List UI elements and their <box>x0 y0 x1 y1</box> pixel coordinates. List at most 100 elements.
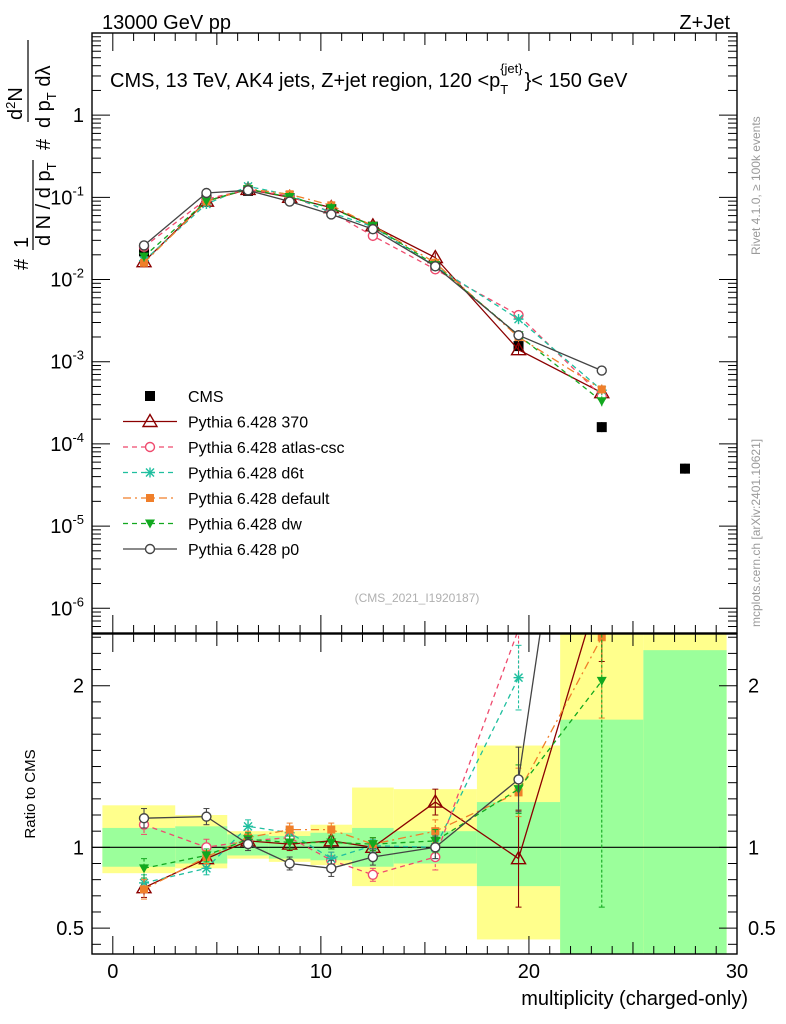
data-point <box>242 185 254 196</box>
legend-marker-d6t <box>145 467 155 478</box>
ratio-point <box>201 863 212 874</box>
data-point <box>596 397 607 407</box>
ratio-ylabel: Ratio to CMS <box>22 749 39 838</box>
data-point <box>596 365 607 376</box>
ratio-point <box>513 672 524 683</box>
ratio-point <box>430 842 441 853</box>
data-point <box>139 252 150 262</box>
legend: CMS Pythia 6.428 370 Pythia 6.428 atlas-cs… <box>123 389 345 559</box>
series-line-atlas <box>143 188 603 397</box>
series-line-p0 <box>143 189 603 372</box>
watermark: (CMS_2021_I1920187) <box>355 591 480 605</box>
legend-label-default: Pythia 6.428 default <box>188 491 330 508</box>
ratio-series-d6t <box>139 644 524 892</box>
ratio-point <box>242 838 254 850</box>
y-tick-label: 2 <box>73 676 84 698</box>
data-point <box>284 196 295 207</box>
legend-marker-default <box>146 494 154 502</box>
data-point <box>510 341 527 356</box>
svg-text:d pT dλ: d pT dλ <box>33 66 59 128</box>
y-tick-label: 10-5 <box>50 512 84 538</box>
ratio-bands <box>92 634 737 954</box>
ratio-point <box>326 863 337 874</box>
header-right: Z+Jet <box>679 12 730 34</box>
y-tick-label: 1 <box>73 837 84 859</box>
ratio-point <box>327 825 336 834</box>
data-point <box>679 463 690 474</box>
x-tick-label: 0 <box>107 961 118 983</box>
ratio-point <box>138 813 150 824</box>
legend-marker-p370 <box>141 413 159 428</box>
top-axis-ticks: 1 10-1 10-2 10-3 10-4 10-5 10-6 <box>50 32 738 634</box>
mcplots-label: mcplots.cern.ch [arXiv:2401.10621] <box>749 439 763 627</box>
y-tick-label: 1 <box>73 105 84 127</box>
legend-marker-dw <box>145 519 155 529</box>
series-dw <box>139 184 607 407</box>
legend-label-p0: Pythia 6.428 p0 <box>188 542 299 559</box>
ratio-point <box>595 574 609 586</box>
data-point <box>513 330 524 341</box>
data-point <box>513 314 524 325</box>
ratio-line-atlas <box>143 634 518 876</box>
rivet-label: Rivet 4.1.0, ≥ 100k events <box>749 116 763 255</box>
ratio-panel-series <box>135 213 609 908</box>
ratio-point <box>326 838 337 848</box>
ratio-point <box>367 869 379 881</box>
legend-label-atlas: Pythia 6.428 atlas-csc <box>188 440 345 457</box>
ratio-point <box>597 634 606 642</box>
series-p0 <box>138 185 607 376</box>
ratio-point <box>140 885 149 894</box>
y-tick-label-right: 1 <box>748 837 759 859</box>
data-point <box>430 261 441 272</box>
y-tick-label-right: 2 <box>748 676 759 698</box>
ratio-point <box>285 825 294 834</box>
data-point <box>140 258 149 267</box>
svg-text:d2N: d2N <box>3 87 27 120</box>
data-point <box>201 187 212 199</box>
series-d6t <box>139 181 607 396</box>
ratio-point <box>597 213 606 222</box>
series-p370 <box>135 181 610 399</box>
data-point <box>367 223 379 235</box>
ratio-line-d6t <box>143 677 520 884</box>
y-tick-label: 0.5 <box>56 918 84 940</box>
series-default <box>140 183 606 395</box>
legend-label-p370: Pythia 6.428 370 <box>188 415 308 432</box>
legend-marker-atlas <box>144 441 156 453</box>
x-axis-label: multiplicity (charged-only) <box>521 988 748 1010</box>
y-tick-label: 10-1 <box>50 183 84 209</box>
ratio-point <box>513 774 524 785</box>
x-tick-label: 10 <box>310 961 332 983</box>
ratio-point <box>201 811 212 822</box>
data-point <box>326 204 337 214</box>
header-left: 13000 GeV pp <box>102 12 231 34</box>
x-tick-label: 30 <box>726 961 748 983</box>
top-frame <box>91 32 738 634</box>
ratio-point <box>139 864 150 874</box>
band-inner <box>643 650 727 954</box>
y-tick-label: 10-3 <box>50 348 84 374</box>
y-tick-label: 10-6 <box>50 594 84 620</box>
y-tick-label: 10-2 <box>50 266 84 292</box>
series-line-d6t <box>143 185 603 391</box>
data-point <box>596 422 607 433</box>
series-atlas <box>138 184 607 402</box>
legend-marker-cms <box>145 391 155 401</box>
data-point <box>597 385 606 394</box>
svg-text:#: # <box>11 258 33 270</box>
data-point <box>201 197 212 207</box>
svg-text:#: # <box>33 138 55 150</box>
legend-label-d6t: Pythia 6.428 d6t <box>188 466 304 483</box>
legend-marker-p0 <box>144 543 156 555</box>
ratio-point <box>510 850 527 865</box>
top-ylabel: # 1 d N / d pT # d2N d pT dλ <box>3 40 59 270</box>
data-point <box>138 240 150 251</box>
bottom-axis-ticks: 0 10 20 300.5 0.51 12 2 <box>56 634 776 983</box>
legend-label-cms: CMS <box>188 389 224 406</box>
ratio-point <box>367 851 379 863</box>
ratio-point <box>284 858 295 869</box>
ratio-point <box>284 838 295 848</box>
bottom-frame <box>91 633 738 955</box>
ratio-point <box>427 793 444 808</box>
ratio-point <box>243 821 254 832</box>
